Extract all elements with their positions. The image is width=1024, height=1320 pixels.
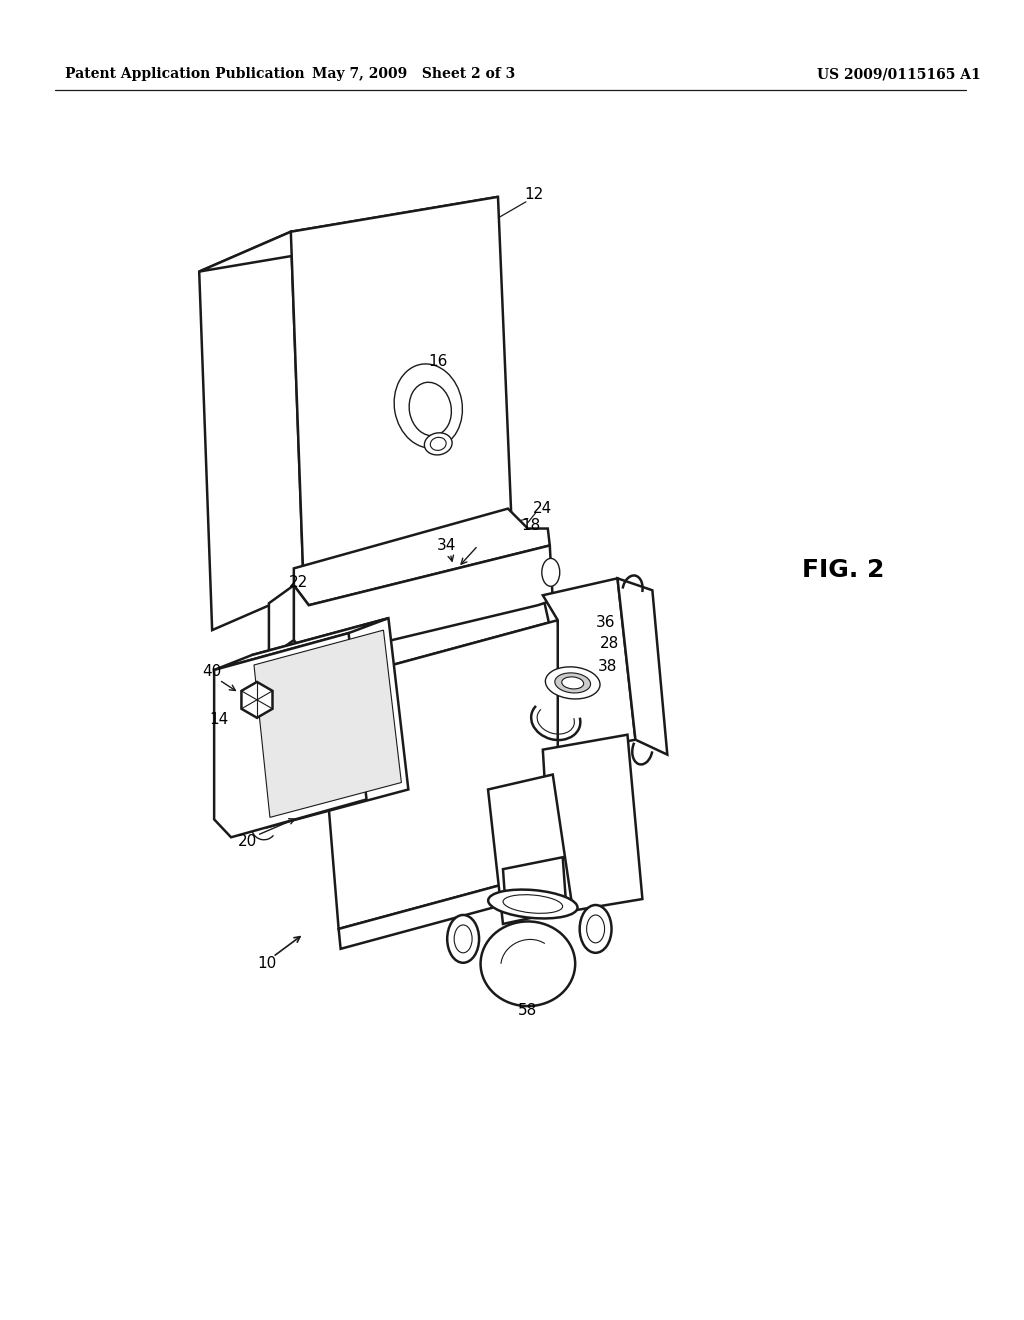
Polygon shape — [543, 735, 642, 913]
Text: Patent Application Publication: Patent Application Publication — [65, 67, 304, 82]
Polygon shape — [294, 508, 550, 606]
Polygon shape — [543, 578, 636, 755]
Polygon shape — [309, 595, 558, 685]
Polygon shape — [254, 630, 401, 817]
Ellipse shape — [580, 906, 611, 953]
Text: 22: 22 — [289, 574, 308, 590]
Text: 36: 36 — [596, 615, 615, 630]
Text: 10: 10 — [257, 956, 276, 972]
Ellipse shape — [410, 383, 452, 436]
Text: 12: 12 — [524, 187, 544, 202]
Text: 38: 38 — [598, 660, 617, 675]
Polygon shape — [200, 232, 304, 630]
Polygon shape — [214, 634, 367, 837]
Polygon shape — [488, 775, 572, 924]
Polygon shape — [339, 865, 580, 949]
Ellipse shape — [555, 673, 591, 693]
Text: 34: 34 — [436, 539, 456, 553]
Ellipse shape — [447, 915, 479, 962]
Text: 40: 40 — [203, 664, 222, 680]
Polygon shape — [214, 618, 388, 671]
Text: May 7, 2009   Sheet 2 of 3: May 7, 2009 Sheet 2 of 3 — [311, 67, 515, 82]
Text: US 2009/0115165 A1: US 2009/0115165 A1 — [817, 67, 980, 82]
Polygon shape — [242, 682, 272, 718]
Polygon shape — [252, 618, 409, 828]
Text: 16: 16 — [429, 354, 447, 368]
Ellipse shape — [455, 925, 472, 953]
Ellipse shape — [430, 437, 446, 450]
Text: FIG. 2: FIG. 2 — [802, 558, 884, 582]
Polygon shape — [318, 620, 578, 929]
Text: 14: 14 — [210, 713, 228, 727]
Text: 28: 28 — [600, 635, 620, 651]
Text: 24: 24 — [534, 502, 552, 516]
Ellipse shape — [488, 890, 578, 919]
Polygon shape — [269, 585, 294, 657]
Text: 58: 58 — [518, 1003, 538, 1018]
Polygon shape — [543, 595, 578, 869]
Text: 18: 18 — [521, 517, 541, 533]
Ellipse shape — [503, 895, 562, 913]
Ellipse shape — [394, 364, 463, 447]
Polygon shape — [503, 857, 565, 911]
Ellipse shape — [542, 558, 560, 586]
Text: 20: 20 — [238, 834, 257, 849]
Polygon shape — [200, 197, 498, 272]
Ellipse shape — [562, 677, 584, 689]
Ellipse shape — [480, 921, 575, 1006]
Polygon shape — [617, 578, 668, 755]
Ellipse shape — [546, 667, 600, 700]
Polygon shape — [294, 545, 553, 660]
Ellipse shape — [424, 433, 453, 455]
Ellipse shape — [587, 915, 604, 942]
Polygon shape — [291, 197, 513, 590]
